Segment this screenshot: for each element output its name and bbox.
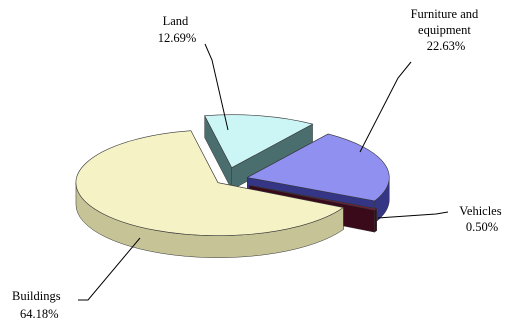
label-land: Land 12.69% xyxy=(158,14,197,45)
slice-top-vehicles xyxy=(249,185,378,211)
leader-lines xyxy=(78,43,449,301)
slice-wall-vehicles xyxy=(374,208,377,233)
slice-land xyxy=(204,114,314,191)
leader-line-furniture-and-equipment xyxy=(359,61,412,153)
leader-line-vehicles xyxy=(377,211,449,219)
label-buildings: Buildings 64.18% xyxy=(12,289,64,321)
label-furniture-and-equipment: Furniture and equipment 22.63% xyxy=(411,7,482,53)
slice-buildings xyxy=(75,130,345,258)
leader-line-buildings xyxy=(78,237,141,301)
slice-top-furniture-and-equipment xyxy=(246,133,390,202)
label-vehicles: Vehicles 0.50% xyxy=(459,204,504,234)
slice-top-land xyxy=(204,114,314,169)
slice-top-buildings xyxy=(75,130,345,236)
leader-line-land xyxy=(204,43,229,131)
slices-layer xyxy=(75,114,390,258)
